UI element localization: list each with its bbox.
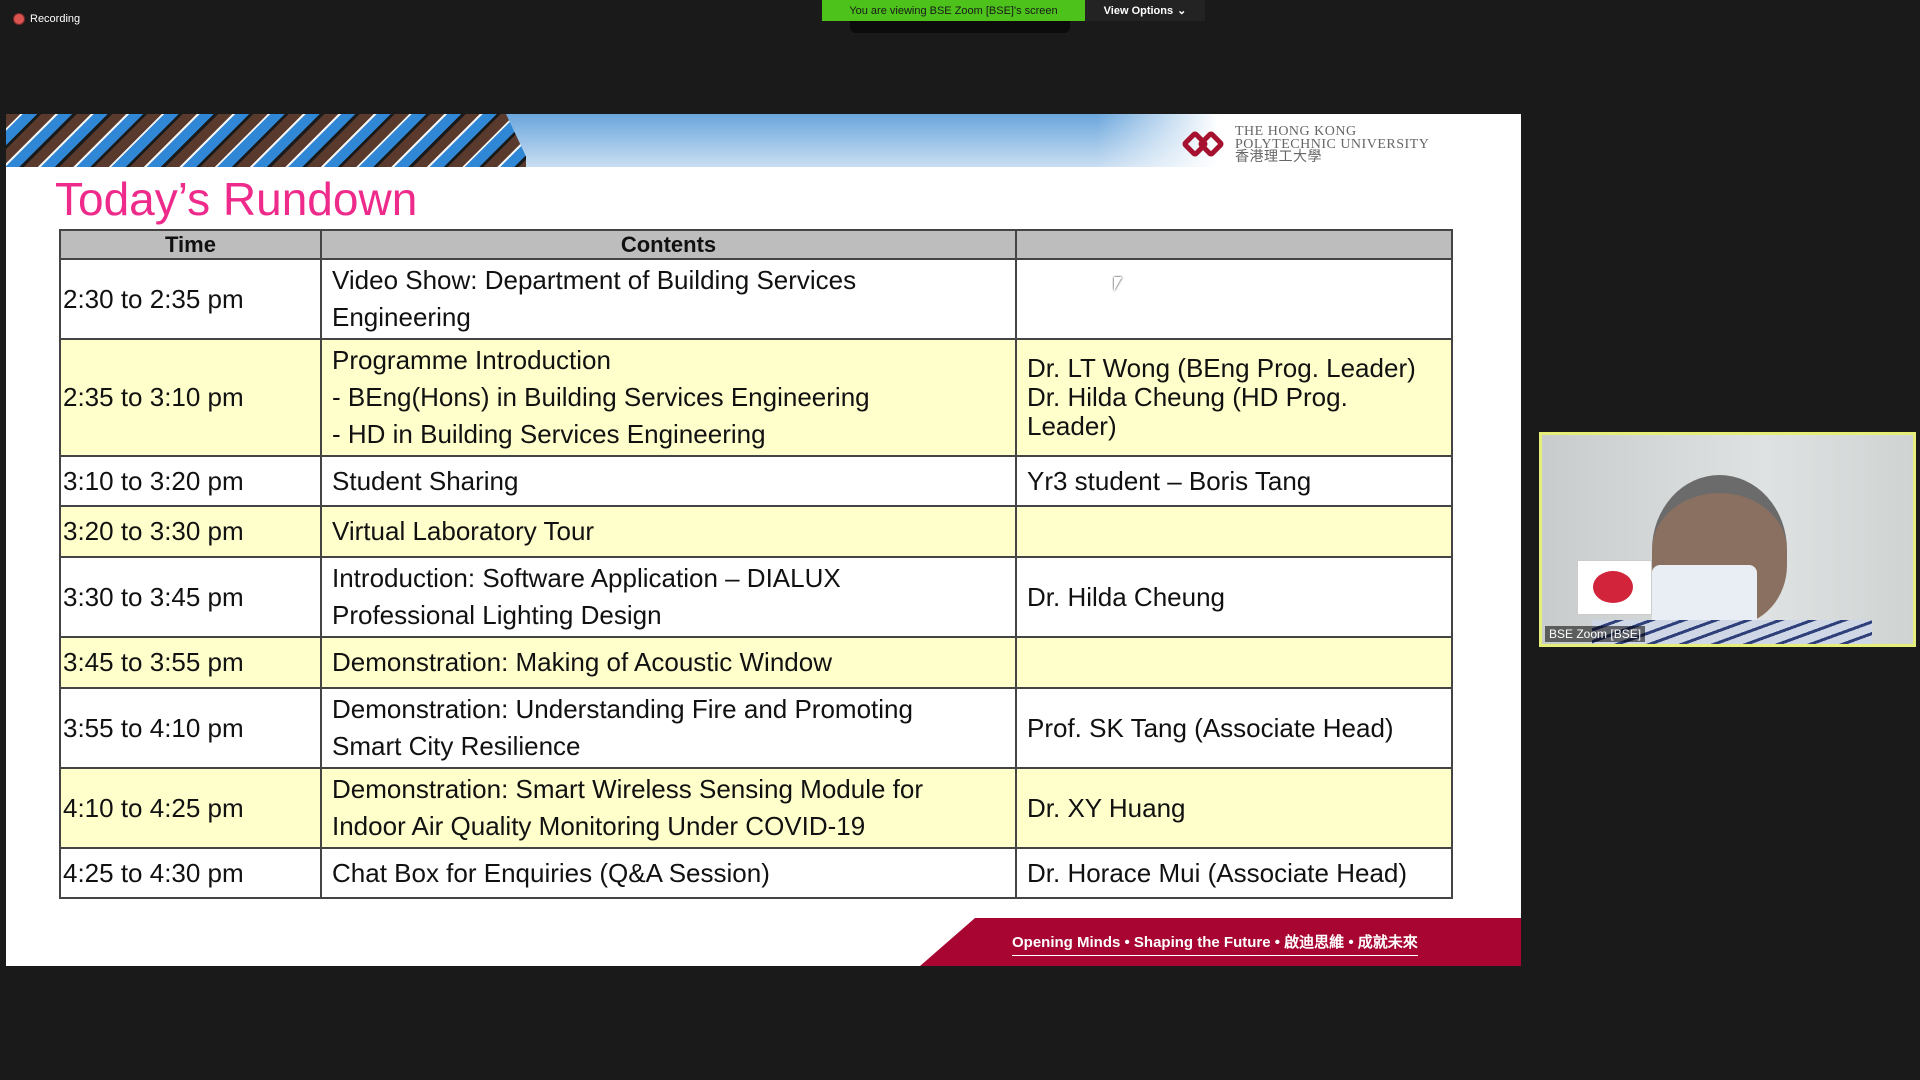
row-contents: Programme Introduction - BEng(Hons) in Bu… bbox=[320, 338, 1017, 457]
shared-slide: The Hong Kong Polytechnic University 香港理… bbox=[6, 114, 1521, 966]
recording-indicator: Recording bbox=[14, 13, 80, 25]
view-options-button[interactable]: View Options ⌄ bbox=[1085, 0, 1205, 21]
polyu-logo: The Hong Kong Polytechnic University 香港理… bbox=[1180, 123, 1430, 165]
row-speaker: Dr. XY Huang bbox=[1015, 767, 1453, 849]
background-poster bbox=[1577, 560, 1652, 615]
row-speaker bbox=[1015, 636, 1453, 689]
mouse-cursor-icon bbox=[1114, 277, 1122, 291]
table-row: 4:25 to 4:30 pm Chat Box for Enquiries (Q… bbox=[59, 847, 1453, 899]
header-speaker bbox=[1015, 229, 1453, 260]
row-speaker-line: Dr. XY Huang bbox=[1027, 792, 1186, 823]
view-options-label: View Options bbox=[1103, 4, 1174, 17]
table-row: 2:30 to 2:35 pm Video Show: Department of… bbox=[59, 258, 1453, 340]
table-row: 3:55 to 4:10 pm Demonstration: Understand… bbox=[59, 687, 1453, 769]
row-speaker: Yr3 student – Boris Tang bbox=[1015, 455, 1453, 507]
row-time: 4:10 to 4:25 pm bbox=[59, 767, 322, 849]
row-contents: Video Show: Department of Building Servi… bbox=[320, 258, 1017, 340]
row-speaker-line: Dr. LT Wong (BEng Prog. Leader) bbox=[1027, 353, 1416, 383]
row-time: 2:30 to 2:35 pm bbox=[59, 258, 322, 340]
row-contents-line: Demonstration: Understanding Fire and Pr… bbox=[332, 694, 913, 724]
header-contents: Contents bbox=[320, 229, 1017, 260]
row-speaker-line: Dr. Hilda Cheung (HD Prog. Leader) bbox=[1027, 382, 1348, 441]
viewing-screen-banner: You are viewing BSE Zoom [BSE]'s screen bbox=[822, 0, 1085, 21]
logo-line-3: 香港理工大學 bbox=[1235, 149, 1322, 165]
row-time: 3:20 to 3:30 pm bbox=[59, 505, 322, 558]
header-time: Time bbox=[59, 229, 322, 260]
row-time: 2:35 to 3:10 pm bbox=[59, 338, 322, 457]
rundown-table: Time Contents 2:30 to 2:35 pm Video Show:… bbox=[59, 229, 1453, 899]
screen-share-toolbar-handle[interactable] bbox=[850, 21, 1070, 33]
row-contents: Chat Box for Enquiries (Q&A Session) bbox=[320, 847, 1017, 899]
row-contents-line: Demonstration: Smart Wireless Sensing Mo… bbox=[332, 774, 924, 804]
row-contents: Demonstration: Understanding Fire and Pr… bbox=[320, 687, 1017, 769]
row-contents: Demonstration: Smart Wireless Sensing Mo… bbox=[320, 767, 1017, 849]
footer-band: Opening Minds • Shaping the Future • 啟迪思… bbox=[920, 918, 1521, 966]
row-contents-line: Engineering bbox=[332, 302, 471, 332]
table-row: 3:20 to 3:30 pm Virtual Laboratory Tour bbox=[59, 505, 1453, 558]
row-contents-line: Introduction: Software Application – DIA… bbox=[332, 563, 841, 593]
row-speaker-line: Dr. Hilda Cheung bbox=[1027, 581, 1225, 612]
row-time: 3:10 to 3:20 pm bbox=[59, 455, 322, 507]
recording-label: Recording bbox=[30, 13, 81, 25]
row-contents-line: Video Show: Department of Building Servi… bbox=[332, 265, 857, 295]
logo-line-1: The Hong Kong bbox=[1235, 123, 1357, 139]
row-contents: Introduction: Software Application – DIA… bbox=[320, 556, 1017, 638]
row-time: 3:45 to 3:55 pm bbox=[59, 636, 322, 689]
row-contents: Virtual Laboratory Tour bbox=[320, 505, 1017, 558]
table-row: 4:10 to 4:25 pm Demonstration: Smart Wire… bbox=[59, 767, 1453, 849]
row-contents-line: Demonstration: Making of Acoustic Window bbox=[332, 647, 832, 677]
chevron-down-icon: ⌄ bbox=[1177, 5, 1187, 17]
row-speaker-line: Dr. Horace Mui (Associate Head) bbox=[1027, 857, 1408, 888]
recording-icon bbox=[14, 14, 24, 24]
table-row: 3:45 to 3:55 pm Demonstration: Making of … bbox=[59, 636, 1453, 689]
row-contents-line: Student Sharing bbox=[332, 465, 519, 496]
row-speaker-line: Yr3 student – Boris Tang bbox=[1027, 465, 1312, 496]
row-contents-line: Professional Lighting Design bbox=[332, 600, 662, 630]
row-speaker-line: Prof. SK Tang (Associate Head) bbox=[1027, 712, 1394, 743]
logo-line-2: Polytechnic University bbox=[1235, 136, 1430, 152]
row-time: 3:30 to 3:45 pm bbox=[59, 556, 322, 638]
row-speaker: Dr. Horace Mui (Associate Head) bbox=[1015, 847, 1453, 899]
row-contents-line: Chat Box for Enquiries (Q&A Session) bbox=[332, 857, 770, 888]
row-contents-line: - HD in Building Services Engineering bbox=[332, 419, 766, 449]
row-contents-line: - BEng(Hons) in Building Services Engine… bbox=[332, 382, 870, 412]
polyu-logo-icon bbox=[1180, 124, 1227, 164]
row-contents-line: Smart City Resilience bbox=[332, 731, 581, 761]
row-speaker: Prof. SK Tang (Associate Head) bbox=[1015, 687, 1453, 769]
row-contents: Student Sharing bbox=[320, 455, 1017, 507]
participant-name: BSE Zoom [BSE] bbox=[1545, 626, 1646, 642]
row-contents: Demonstration: Making of Acoustic Window bbox=[320, 636, 1017, 689]
row-contents-line: Indoor Air Quality Monitoring Under COVI… bbox=[332, 811, 866, 841]
table-row: 3:10 to 3:20 pm Student Sharing Yr3 studen… bbox=[59, 455, 1453, 507]
row-speaker: Dr. LT Wong (BEng Prog. Leader) Dr. Hilda… bbox=[1015, 338, 1453, 457]
table-row: 3:30 to 3:45 pm Introduction: Software Ap… bbox=[59, 556, 1453, 638]
banner-image bbox=[6, 114, 1521, 167]
face-mask bbox=[1652, 565, 1757, 630]
row-time: 3:55 to 4:10 pm bbox=[59, 687, 322, 769]
row-contents-line: Programme Introduction bbox=[332, 345, 611, 375]
row-time: 4:25 to 4:30 pm bbox=[59, 847, 322, 899]
video-tile[interactable]: BSE Zoom [BSE] bbox=[1539, 432, 1916, 647]
slide-title: Today’s Rundown bbox=[55, 173, 418, 225]
row-speaker bbox=[1015, 505, 1453, 558]
building-photo bbox=[6, 114, 526, 167]
row-speaker bbox=[1015, 258, 1453, 340]
footer-tagline: Opening Minds • Shaping the Future • 啟迪思… bbox=[1012, 931, 1418, 956]
row-speaker: Dr. Hilda Cheung bbox=[1015, 556, 1453, 638]
row-contents-line: Virtual Laboratory Tour bbox=[332, 516, 595, 546]
table-row: 2:35 to 3:10 pm Programme Introduction - B… bbox=[59, 338, 1453, 457]
